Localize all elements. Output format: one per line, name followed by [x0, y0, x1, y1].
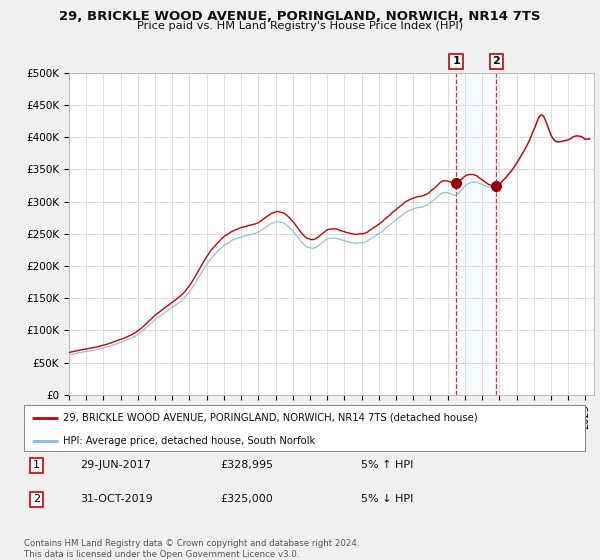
Text: Contains HM Land Registry data © Crown copyright and database right 2024.
This d: Contains HM Land Registry data © Crown c…: [24, 539, 359, 559]
Text: 1: 1: [33, 460, 40, 470]
Text: HPI: Average price, detached house, South Norfolk: HPI: Average price, detached house, Sout…: [63, 436, 316, 446]
Text: £325,000: £325,000: [220, 494, 273, 505]
Text: 5% ↑ HPI: 5% ↑ HPI: [361, 460, 413, 470]
Text: 29, BRICKLE WOOD AVENUE, PORINGLAND, NORWICH, NR14 7TS: 29, BRICKLE WOOD AVENUE, PORINGLAND, NOR…: [59, 10, 541, 23]
Text: 31-OCT-2019: 31-OCT-2019: [80, 494, 153, 505]
Bar: [456, 73, 496, 395]
Text: Price paid vs. HM Land Registry's House Price Index (HPI): Price paid vs. HM Land Registry's House …: [137, 21, 463, 31]
Text: 2: 2: [493, 57, 500, 67]
Text: 1: 1: [452, 57, 460, 67]
Text: 29-JUN-2017: 29-JUN-2017: [80, 460, 151, 470]
Text: 29, BRICKLE WOOD AVENUE, PORINGLAND, NORWICH, NR14 7TS (detached house): 29, BRICKLE WOOD AVENUE, PORINGLAND, NOR…: [63, 413, 478, 423]
Text: £328,995: £328,995: [220, 460, 274, 470]
Text: 2: 2: [33, 494, 40, 505]
Text: 5% ↓ HPI: 5% ↓ HPI: [361, 494, 413, 505]
